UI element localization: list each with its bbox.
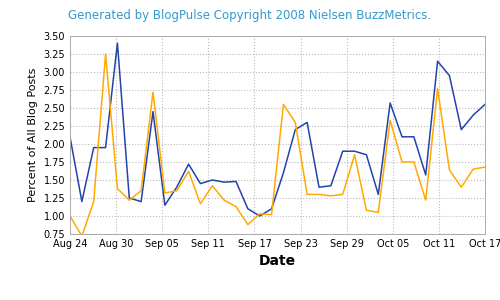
Line: mccain: mccain <box>70 54 485 236</box>
mccain <box>150 90 156 94</box>
Y-axis label: Percent of All Blog Posts: Percent of All Blog Posts <box>28 68 38 202</box>
mccain <box>210 184 216 188</box>
mccain <box>434 87 440 90</box>
mccain <box>280 103 286 106</box>
mccain <box>114 187 120 190</box>
obama <box>304 121 310 124</box>
mccain <box>67 214 73 218</box>
obama <box>280 171 286 175</box>
mccain <box>411 160 417 164</box>
obama <box>316 185 322 189</box>
mccain <box>304 193 310 196</box>
mccain <box>422 198 428 202</box>
mccain <box>233 205 239 208</box>
obama <box>399 135 405 139</box>
mccain <box>458 185 464 189</box>
mccain <box>387 118 393 122</box>
obama <box>174 185 180 189</box>
obama <box>376 193 382 196</box>
mccain <box>316 193 322 196</box>
mccain <box>352 153 358 157</box>
mccain <box>340 193 345 196</box>
obama <box>446 74 452 77</box>
mccain <box>174 189 180 193</box>
mccain <box>162 191 168 195</box>
mccain <box>245 223 251 226</box>
mccain <box>328 194 334 198</box>
obama <box>162 203 168 207</box>
obama <box>186 162 192 166</box>
Text: Generated by BlogPulse Copyright 2008 Nielsen BuzzMetrics.: Generated by BlogPulse Copyright 2008 Ni… <box>68 9 432 22</box>
obama <box>268 207 274 211</box>
mccain <box>79 234 85 238</box>
obama <box>434 59 440 63</box>
mccain <box>256 212 262 216</box>
mccain <box>198 202 203 206</box>
mccain <box>138 189 144 193</box>
obama <box>470 113 476 117</box>
obama <box>138 200 144 203</box>
obama <box>245 207 251 211</box>
mccain <box>364 208 370 212</box>
obama <box>482 103 488 106</box>
obama <box>126 196 132 200</box>
obama <box>67 135 73 139</box>
mccain <box>470 167 476 171</box>
obama <box>79 200 85 203</box>
obama <box>114 41 120 45</box>
obama <box>387 101 393 105</box>
mccain <box>90 200 96 203</box>
obama <box>233 180 239 183</box>
mccain <box>446 168 452 172</box>
obama <box>198 182 203 185</box>
mccain <box>221 198 227 202</box>
obama <box>210 178 216 182</box>
obama <box>328 184 334 188</box>
mccain <box>482 165 488 169</box>
obama <box>292 128 298 131</box>
X-axis label: Date: Date <box>259 254 296 268</box>
obama <box>458 128 464 131</box>
mccain <box>126 198 132 202</box>
Line: obama: obama <box>70 43 485 216</box>
obama <box>422 173 428 177</box>
obama <box>364 153 370 157</box>
obama <box>352 149 358 153</box>
obama <box>340 149 345 153</box>
obama <box>221 180 227 184</box>
mccain <box>399 160 405 164</box>
mccain <box>376 211 382 214</box>
obama <box>90 146 96 149</box>
mccain <box>268 213 274 216</box>
mccain <box>292 121 298 124</box>
obama <box>256 214 262 218</box>
obama <box>411 135 417 139</box>
mccain <box>186 169 192 173</box>
mccain <box>102 52 108 56</box>
obama <box>150 110 156 113</box>
obama <box>102 146 108 149</box>
